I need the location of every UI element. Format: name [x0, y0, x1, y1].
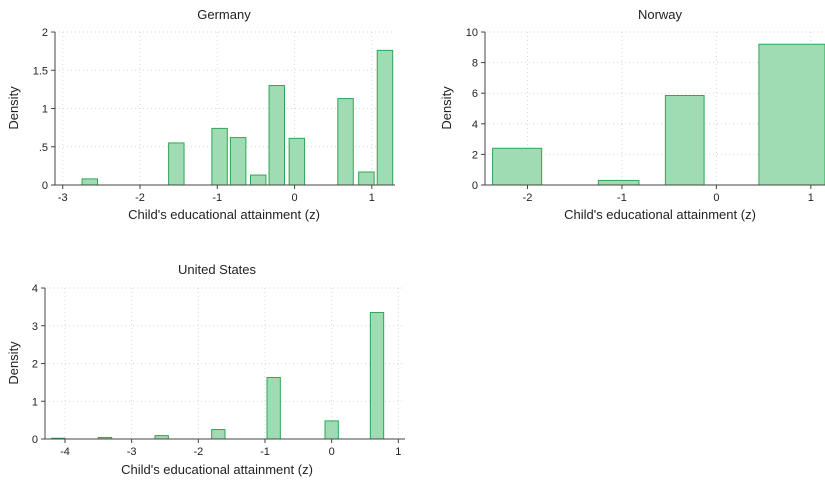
histogram-bar	[597, 179, 640, 186]
y-tick-label: 0	[472, 180, 478, 192]
histogram-bar	[168, 142, 185, 186]
y-tick-label: 2	[472, 149, 478, 161]
histogram-bar	[324, 420, 339, 440]
x-tick-label: 0	[713, 192, 719, 204]
histogram-bar	[337, 98, 354, 186]
panel-title: Germany	[197, 7, 251, 22]
x-tick-label: -2	[135, 192, 145, 204]
y-tick-label: 3	[32, 321, 38, 333]
y-tick-label: 1	[32, 396, 38, 408]
x-tick-label: -1	[260, 446, 270, 458]
histogram-bar	[369, 312, 385, 440]
y-tick-label: 0	[42, 180, 48, 192]
histogram-bar	[758, 43, 825, 186]
histogram-bar	[81, 178, 99, 186]
x-tick-label: 1	[808, 192, 814, 204]
histogram-bar	[250, 174, 267, 186]
x-tick-label: 0	[329, 446, 335, 458]
panel-germany: Germany Density Child's educational atta…	[6, 7, 395, 222]
y-tick-label: 4	[472, 119, 478, 131]
x-tick-label: -3	[127, 446, 137, 458]
histogram-bar	[211, 429, 226, 440]
y-tick-label: 8	[472, 58, 478, 70]
histogram-bar	[229, 137, 247, 186]
x-tick-label: 1	[369, 192, 375, 204]
x-tick-label: -2	[193, 446, 203, 458]
y-tick-label: .5	[39, 142, 48, 154]
x-tick-label: -2	[523, 192, 533, 204]
y-axis-label: Density	[6, 341, 21, 385]
y-tick-label: 0	[32, 434, 38, 446]
y-tick-label: 6	[472, 88, 478, 100]
y-tick-label: 1	[42, 104, 48, 116]
panel-united-states: United States Density Child's educationa…	[6, 262, 405, 477]
x-axis-label: Child's educational attainment (z)	[564, 207, 756, 222]
x-tick-label: -1	[212, 192, 222, 204]
histogram-bar	[492, 147, 543, 186]
panel-norway: Norway Density Child's educational attai…	[439, 7, 825, 222]
x-tick-label: -3	[58, 192, 68, 204]
panel-title: United States	[178, 262, 257, 277]
y-tick-label: 4	[32, 283, 38, 295]
x-tick-label: 1	[395, 446, 401, 458]
histogram-bar	[211, 127, 228, 186]
x-tick-label: -1	[617, 192, 627, 204]
x-axis-label: Child's educational attainment (z)	[128, 207, 320, 222]
y-tick-label: 2	[42, 27, 48, 39]
histogram-bar	[288, 137, 306, 186]
x-tick-label: 0	[291, 192, 297, 204]
histogram-bar	[376, 49, 394, 186]
histogram-bar	[268, 85, 285, 186]
histogram-bar	[154, 435, 169, 440]
y-tick-label: 1.5	[33, 65, 48, 77]
x-tick-label: -4	[60, 446, 70, 458]
histogram-bar	[358, 171, 375, 186]
y-axis-label: Density	[439, 86, 454, 130]
histogram-bar	[664, 94, 705, 186]
panel-title: Norway	[638, 7, 683, 22]
y-tick-label: 2	[32, 359, 38, 371]
histogram-bar	[266, 376, 281, 440]
x-axis-label: Child's educational attainment (z)	[121, 462, 313, 477]
y-tick-label: 10	[466, 27, 478, 39]
y-axis-label: Density	[6, 86, 21, 130]
